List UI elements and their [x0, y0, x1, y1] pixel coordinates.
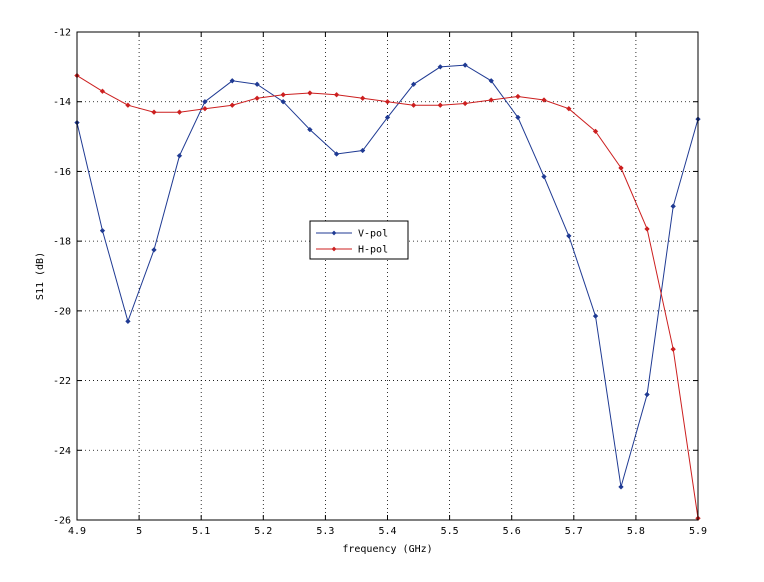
data-point: [229, 78, 236, 84]
data-point: [176, 152, 183, 159]
data-point: [462, 100, 468, 107]
data-point: [592, 128, 599, 135]
legend: V-pol H-pol: [309, 220, 409, 260]
y-tick-label: -24: [53, 446, 71, 457]
data-point: [644, 226, 650, 232]
y-tick-label: -14: [53, 97, 71, 108]
axis-ticks: 4.9 5 5.1 5.2 5.3 5.4 5.5 5.6 5.7 5.8 5.9 -12 -14 -16…: [53, 28, 707, 538]
data-point: [280, 91, 286, 98]
data-point: [592, 313, 599, 319]
x-tick-label: 4.9: [68, 526, 86, 537]
series-layer: [74, 62, 701, 522]
data-point: [515, 93, 521, 100]
data-point: [176, 109, 183, 115]
data-point: [384, 114, 391, 121]
data-point: [644, 391, 650, 398]
data-point: [333, 151, 340, 157]
data-point: [566, 105, 572, 112]
series-h-pol: [74, 72, 701, 522]
legend-entry: V-pol: [316, 229, 388, 240]
series-v-pol: [74, 62, 701, 490]
data-point: [618, 484, 624, 490]
data-point: [384, 98, 391, 105]
data-point: [359, 147, 366, 154]
x-tick-label: 5.9: [689, 526, 707, 537]
x-tick-label: 5.1: [192, 526, 210, 537]
data-point: [99, 227, 106, 234]
data-point: [359, 95, 366, 101]
data-point: [254, 95, 260, 101]
x-tick-label: 5.4: [378, 526, 396, 537]
data-point: [670, 346, 676, 352]
data-point: [151, 247, 157, 253]
y-tick-label: -16: [53, 167, 71, 178]
data-point: [202, 98, 208, 105]
x-axis-label: frequency (GHz): [342, 544, 432, 555]
x-tick-label: 5.2: [254, 526, 272, 537]
legend-label: H-pol: [358, 245, 388, 256]
data-point: [541, 173, 547, 180]
data-point: [437, 64, 444, 70]
data-point: [410, 102, 417, 108]
data-point: [488, 78, 494, 84]
data-point: [307, 126, 313, 133]
y-axis-label: S11 (dB): [35, 252, 46, 300]
data-point: [99, 88, 106, 95]
data-point: [462, 62, 468, 68]
data-point: [333, 91, 340, 98]
legend-label: V-pol: [358, 229, 388, 240]
data-point: [280, 98, 286, 105]
legend-entry: H-pol: [316, 245, 388, 256]
data-point: [618, 165, 624, 171]
data-point: [670, 203, 676, 210]
x-tick-label: 5.5: [441, 526, 459, 537]
data-point: [151, 109, 157, 115]
data-point: [229, 102, 236, 108]
x-tick-label: 5.3: [316, 526, 334, 537]
data-point: [125, 102, 131, 108]
legend-marker: [331, 230, 337, 236]
x-tick-label: 5.7: [565, 526, 583, 537]
x-tick-label: 5: [136, 526, 142, 537]
data-point: [254, 81, 260, 88]
data-point: [566, 233, 572, 239]
y-tick-label: -12: [53, 28, 71, 39]
y-tick-label: -18: [53, 237, 71, 248]
data-point: [202, 105, 208, 112]
data-point: [410, 81, 417, 88]
data-point: [437, 102, 444, 108]
data-point: [125, 318, 131, 325]
data-point: [541, 97, 547, 103]
data-point: [307, 90, 313, 96]
legend-marker: [331, 246, 337, 252]
y-tick-label: -22: [53, 376, 71, 387]
legend-box: [309, 220, 409, 260]
data-point: [488, 97, 494, 103]
grid: [77, 32, 698, 520]
y-tick-label: -26: [53, 516, 71, 527]
data-point: [515, 114, 521, 121]
y-tick-label: -20: [53, 306, 71, 317]
x-tick-label: 5.8: [627, 526, 645, 537]
x-tick-label: 5.6: [503, 526, 521, 537]
